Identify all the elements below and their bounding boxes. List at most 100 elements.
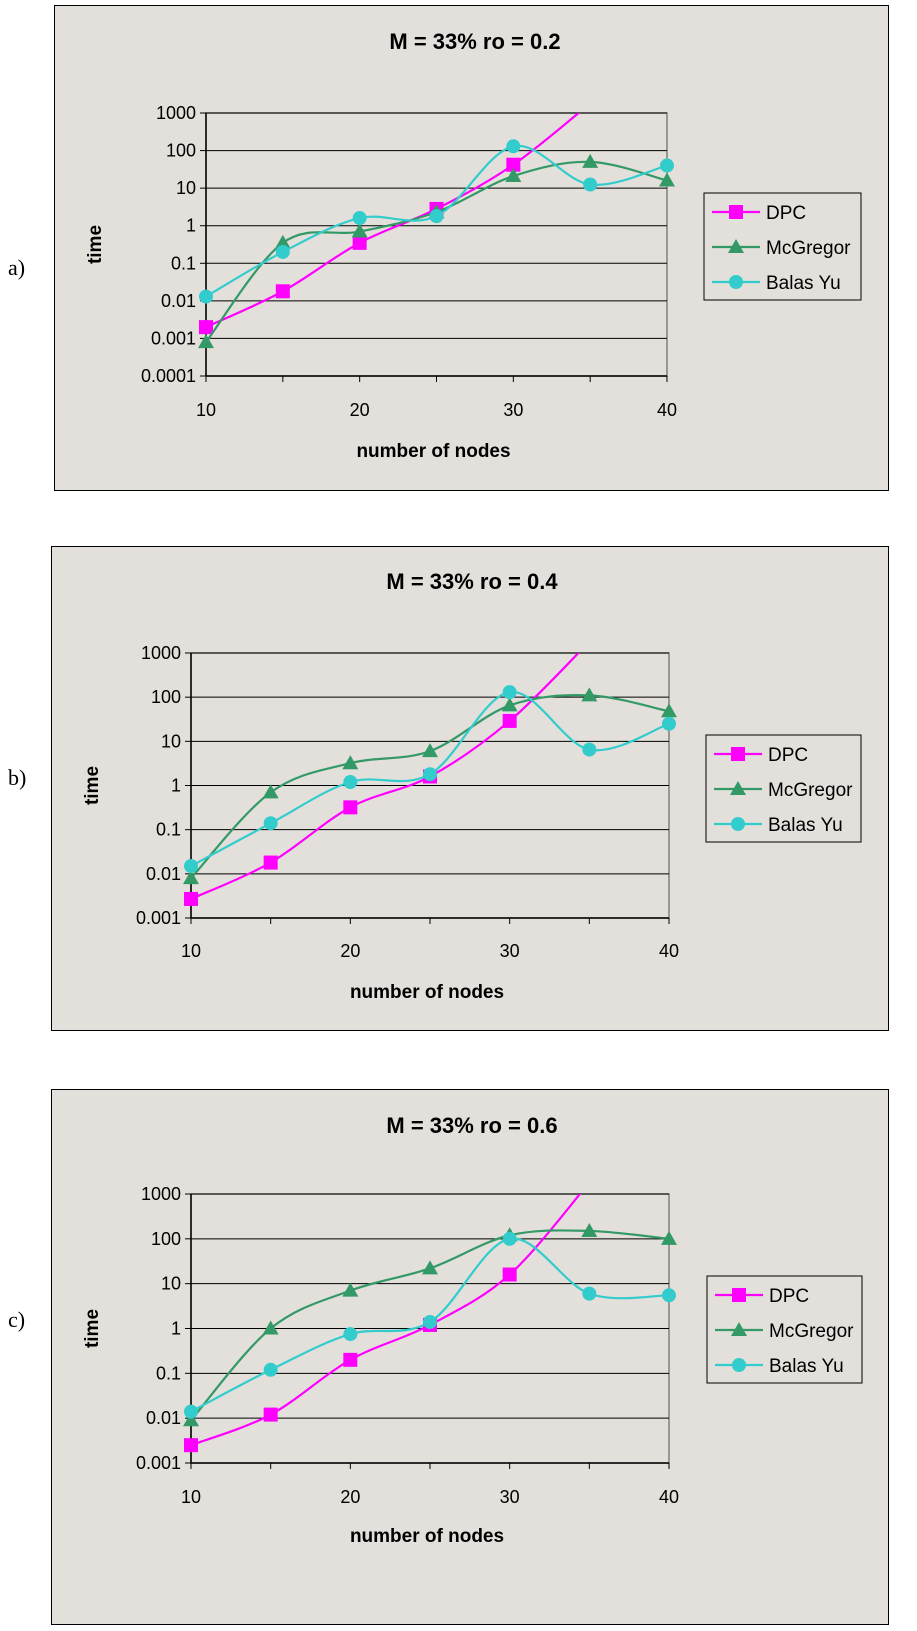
legend-entry: Balas Yu <box>715 1356 844 1377</box>
legend-marker <box>731 747 745 761</box>
panel-label-b: b) <box>8 765 27 790</box>
legend-label: Balas Yu <box>769 1356 844 1377</box>
y-tick-label: 1000 <box>156 103 196 123</box>
data-point <box>184 859 198 874</box>
data-point <box>502 1267 517 1282</box>
data-point <box>199 289 213 304</box>
chart-b-svg: M = 33% ro = 0.4 0.001 0.01 0.1 1 10 100 1000 10… <box>82 569 862 1003</box>
data-point <box>342 1282 359 1297</box>
legend-entry: Balas Yu <box>712 273 841 294</box>
data-point <box>263 855 278 870</box>
y-tick-label: 10 <box>161 731 181 751</box>
y-tick-label: 1 <box>171 1319 181 1339</box>
x-axis-title: number of nodes <box>350 1526 504 1547</box>
y-tick-label: 100 <box>166 141 196 161</box>
y-tick-label: 100 <box>151 687 181 707</box>
data-point <box>262 784 279 799</box>
data-point <box>660 158 674 173</box>
chart-panel-b: M = 33% ro = 0.4 0.001 0.01 0.1 1 10 100 1000 10… <box>51 546 889 1031</box>
legend-entry: DPC <box>712 203 806 224</box>
y-tick-label: 0.001 <box>151 328 196 348</box>
legend-marker <box>730 781 746 795</box>
chart-panel-c: M = 33% ro = 0.6 0.001 0.01 0.1 1 10 100 1000 10… <box>51 1089 889 1625</box>
data-point <box>183 870 199 885</box>
x-tick-label: 20 <box>340 1487 360 1507</box>
chart-title: M = 33% ro = 0.2 <box>389 29 560 54</box>
data-point <box>343 1327 358 1342</box>
y-axis-title: time <box>82 766 103 805</box>
data-point <box>343 775 358 790</box>
data-point <box>422 1260 438 1275</box>
series-line <box>205 113 581 329</box>
panel-label-a: a) <box>8 255 26 280</box>
x-axis-title: number of nodes <box>350 982 504 1003</box>
y-tick-label: 0.0001 <box>141 366 196 386</box>
data-point <box>184 891 198 906</box>
x-tick-label: 40 <box>659 1487 679 1507</box>
data-point <box>343 1352 358 1367</box>
legend-entry: McGregor <box>714 780 853 801</box>
x-tick-label: 10 <box>181 1487 201 1507</box>
data-point <box>506 139 521 154</box>
data-point <box>274 234 291 249</box>
y-tick-label: 100 <box>151 1229 181 1249</box>
legend-label: DPC <box>768 745 808 766</box>
y-tick-label: 10 <box>161 1274 181 1294</box>
chart-title: M = 33% ro = 0.4 <box>386 569 558 594</box>
data-point <box>582 1286 597 1301</box>
legend-label: McGregor <box>769 1321 854 1342</box>
legend-marker <box>731 817 745 831</box>
legend: DPC McGregor Balas Yu <box>703 192 862 301</box>
data-point <box>184 1438 198 1453</box>
legend: DPC McGregor Balas Yu <box>705 734 862 843</box>
data-point <box>581 1222 598 1237</box>
x-tick-label: 10 <box>196 400 216 420</box>
data-point <box>429 209 444 224</box>
x-tick-label: 20 <box>340 941 360 961</box>
data-point <box>502 713 517 728</box>
data-point <box>662 1288 676 1303</box>
data-point <box>275 284 290 299</box>
y-tick-label: 0.1 <box>156 1363 181 1383</box>
data-point <box>661 703 677 718</box>
y-axis-title: time <box>85 225 106 264</box>
panel-label-c: c) <box>8 1307 26 1332</box>
data-point <box>423 767 437 782</box>
data-point <box>263 816 278 831</box>
y-tick-label: 0.01 <box>161 291 196 311</box>
data-point <box>198 334 214 349</box>
data-point <box>662 716 676 731</box>
legend-marker <box>732 1358 746 1372</box>
y-tick-label: 10 <box>176 178 196 198</box>
legend-marker <box>729 205 743 219</box>
y-tick-label: 1000 <box>141 643 181 663</box>
y-tick-label: 0.001 <box>136 1453 181 1473</box>
chart-panel-a: M = 33% ro = 0.2 0.0001 0.001 0.01 0.1 1 10 100… <box>54 5 889 491</box>
data-point <box>659 172 675 187</box>
y-tick-label: 0.1 <box>171 253 196 273</box>
series-dpc <box>184 1194 582 1453</box>
data-point <box>262 1320 279 1335</box>
legend-label: DPC <box>769 1286 809 1307</box>
data-point <box>183 1412 199 1427</box>
legend-label: DPC <box>766 203 806 224</box>
x-tick-label: 30 <box>500 941 520 961</box>
chart-a-svg: M = 33% ro = 0.2 0.0001 0.001 0.01 0.1 1 10 100… <box>85 29 862 462</box>
legend-marker <box>728 239 744 253</box>
legend: DPC McGregor Balas Yu <box>706 1275 863 1384</box>
x-tick-label: 20 <box>350 400 370 420</box>
data-point <box>502 685 517 700</box>
data-point <box>263 1407 278 1422</box>
legend-label: McGregor <box>766 238 851 259</box>
chart-c-svg: M = 33% ro = 0.6 0.001 0.01 0.1 1 10 100 1000 10… <box>82 1113 863 1547</box>
x-axis-title: number of nodes <box>356 441 510 462</box>
series-balas-yu <box>199 139 674 304</box>
data-point <box>506 157 521 172</box>
legend-label: McGregor <box>768 780 853 801</box>
x-tick-label: 40 <box>657 400 677 420</box>
data-point <box>423 1314 437 1329</box>
data-point <box>199 320 213 335</box>
y-tick-label: 1 <box>186 216 196 236</box>
data-point <box>342 755 359 770</box>
series-balas-yu <box>184 1231 676 1419</box>
